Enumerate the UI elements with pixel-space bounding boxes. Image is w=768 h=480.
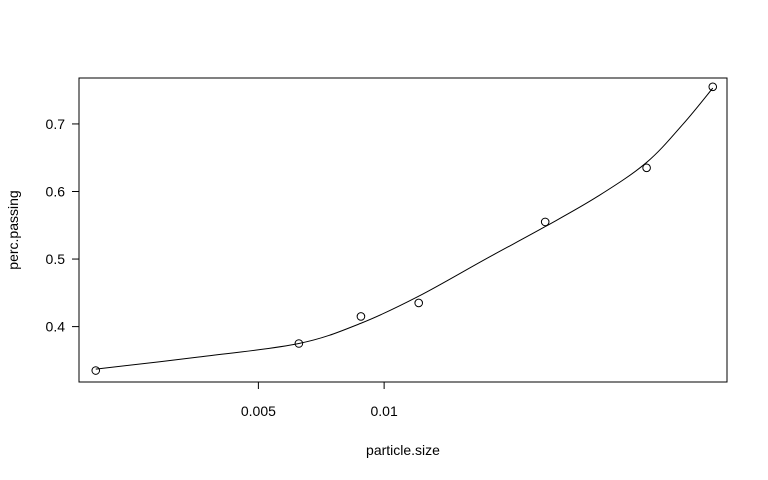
data-point [356,312,366,321]
data-point [540,217,550,227]
x-tick-label: 0.01 [371,403,398,419]
x-tick-label: 0.005 [241,403,276,419]
y-tick-label: 0.5 [46,251,66,267]
x-axis-label: particle.size [366,442,440,458]
y-axis: 0.4 0.5 0.6 0.7 [46,116,79,335]
y-tick-label: 0.4 [46,319,66,335]
y-tick-label: 0.7 [46,116,66,132]
data-point [294,339,304,348]
data-point [642,163,651,173]
series-layer [91,82,718,375]
fit-curve [95,87,714,370]
data-point [414,298,424,308]
y-tick-label: 0.6 [46,183,66,199]
x-axis: 0.005 0.01 [241,382,398,419]
data-point [91,366,101,375]
y-axis-label: perc.passing [5,190,21,269]
plot-frame [78,77,728,383]
data-point [708,82,718,92]
